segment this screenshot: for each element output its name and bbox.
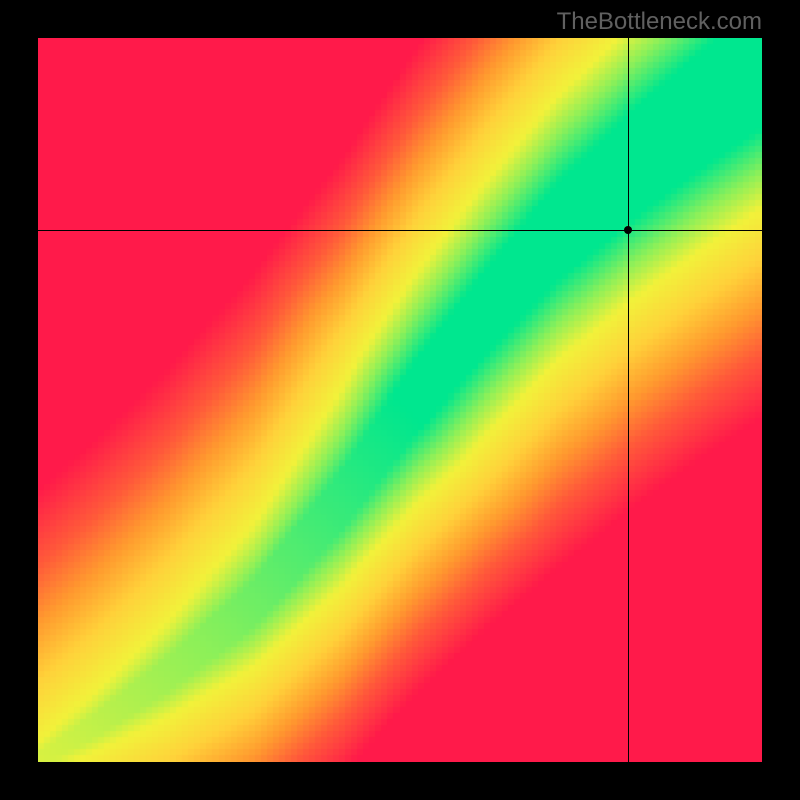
heatmap-plot xyxy=(38,38,762,762)
heatmap-canvas xyxy=(38,38,762,762)
watermark-text: TheBottleneck.com xyxy=(557,8,762,36)
